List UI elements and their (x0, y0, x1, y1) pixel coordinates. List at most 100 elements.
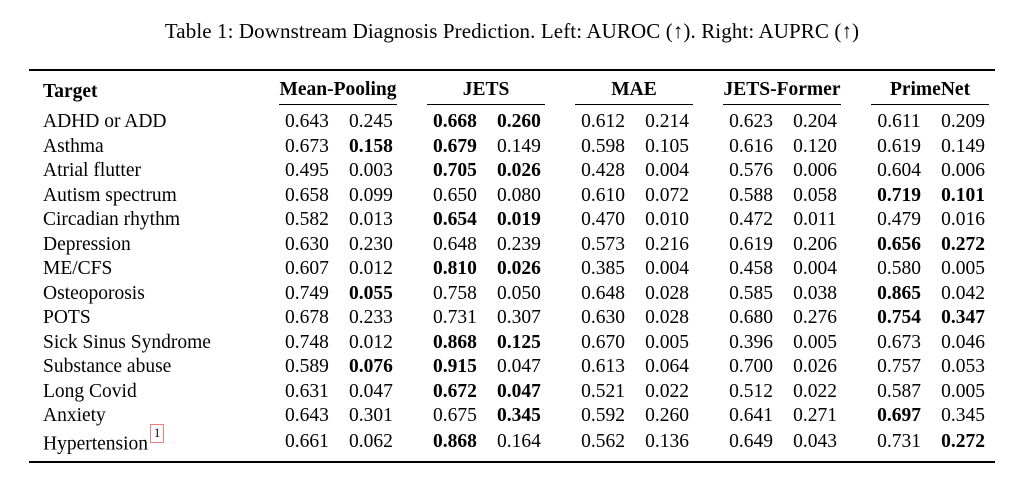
metric-value: 0.748 (285, 331, 329, 353)
metric-value: 0.705 (433, 160, 477, 181)
metric-value: 0.865 (877, 282, 921, 304)
metric-value: 0.428 (581, 160, 625, 181)
metric-value: 0.216 (645, 233, 689, 255)
metric-value: 0.047 (349, 380, 393, 402)
metric-value: 0.016 (941, 209, 985, 230)
metric-value: 0.058 (793, 184, 837, 206)
metric-value: 0.038 (793, 282, 837, 304)
row-target-label: Long Covid (42, 380, 137, 402)
metric-value: 0.573 (581, 233, 625, 255)
metric-value: 0.046 (941, 331, 985, 353)
table-row-me-cfs: ME/CFS 0.607 0.012 0.810 0.026 0.385 0.004 0.45… (29, 257, 995, 282)
metric-value: 0.576 (729, 160, 773, 181)
metric-value: 0.301 (349, 405, 393, 426)
metric-value: 0.588 (729, 184, 773, 206)
table-row-asthma: Asthma 0.673 0.158 0.679 0.149 0.598 0.105 0.61… (29, 135, 995, 160)
metric-value: 0.026 (793, 356, 837, 377)
metric-value: 0.006 (793, 160, 837, 181)
table-row-osteoporosis: Osteoporosis 0.749 0.055 0.758 0.050 0.648 0.0… (29, 282, 995, 307)
metric-value: 0.005 (941, 380, 985, 402)
metric-value: 0.731 (877, 431, 921, 453)
group-label: JETS (426, 78, 545, 105)
metric-value: 0.271 (793, 405, 837, 426)
metric-value: 0.006 (941, 160, 985, 181)
metric-value: 0.260 (645, 405, 689, 426)
metric-value: 0.105 (645, 135, 689, 157)
metric-value: 0.214 (645, 111, 689, 132)
metric-value: 0.345 (941, 405, 985, 426)
metric-value: 0.164 (497, 431, 541, 453)
metric-value: 0.619 (729, 233, 773, 255)
paper-page: Table 1: Downstream Diagnosis Prediction… (28, 19, 996, 463)
group-label: Mean-Pooling (278, 78, 397, 105)
metric-value: 0.630 (285, 233, 329, 255)
metric-value: 0.658 (285, 184, 329, 206)
metric-value: 0.672 (433, 380, 477, 402)
metric-value: 0.592 (581, 405, 625, 426)
metric-value: 0.589 (285, 356, 329, 377)
metric-value: 0.026 (497, 258, 541, 279)
metric-value: 0.125 (497, 331, 541, 353)
metric-value: 0.005 (793, 331, 837, 353)
table-row-pots: POTS 0.678 0.233 0.731 0.307 0.630 0.028 0.680 0… (29, 306, 995, 331)
group-label: PrimeNet (871, 78, 990, 105)
metric-value: 0.668 (433, 111, 477, 132)
column-header-target: Target (42, 81, 98, 102)
table-row-hypertension: Hypertension1 0.661 0.062 0.868 0.164 0.562 0.… (29, 423, 995, 462)
metric-value: 0.004 (645, 160, 689, 181)
row-target-label: ME/CFS (42, 258, 113, 279)
metric-value: 0.670 (581, 331, 625, 353)
metric-value: 0.675 (433, 405, 477, 426)
metric-value: 0.012 (349, 258, 393, 279)
metric-value: 0.022 (645, 380, 689, 402)
metric-value: 0.026 (497, 160, 541, 181)
table-row-long-covid: Long Covid 0.631 0.047 0.672 0.047 0.521 0.022… (29, 380, 995, 405)
metric-value: 0.810 (433, 258, 477, 279)
row-target-label: Hypertension1 (29, 423, 255, 462)
metric-value: 0.678 (285, 307, 329, 328)
metric-value: 0.700 (729, 356, 773, 377)
metric-value: 0.648 (433, 233, 477, 255)
metric-value: 0.604 (877, 160, 921, 181)
metric-value: 0.307 (497, 307, 541, 328)
metric-value: 0.758 (433, 282, 477, 304)
row-target-label: Asthma (42, 135, 104, 157)
metric-value: 0.673 (285, 135, 329, 157)
metric-value: 0.019 (497, 209, 541, 230)
metric-value: 0.011 (793, 209, 837, 230)
metric-value: 0.656 (877, 233, 921, 255)
metric-value: 0.612 (581, 111, 625, 132)
table-body: ADHD or ADD 0.643 0.245 0.668 0.260 0.612 0.21… (29, 105, 995, 462)
metric-value: 0.076 (349, 356, 393, 377)
metric-value: 0.587 (877, 380, 921, 402)
metric-value: 0.396 (729, 331, 773, 353)
metric-value: 0.630 (581, 307, 625, 328)
metric-value: 0.619 (877, 135, 921, 157)
group-label: MAE (575, 78, 693, 105)
metric-value: 0.643 (285, 405, 329, 426)
metric-value: 0.043 (793, 431, 837, 453)
metric-value: 0.479 (877, 209, 921, 230)
metric-value: 0.868 (433, 431, 477, 453)
metric-value: 0.047 (497, 356, 541, 377)
metric-value: 0.101 (941, 184, 985, 206)
metric-value: 0.623 (729, 111, 773, 132)
footnote-ref-link[interactable]: 1 (150, 423, 165, 443)
row-target-label: Osteoporosis (42, 282, 145, 304)
column-header-jets: JETS (403, 70, 551, 105)
metric-value: 0.209 (941, 111, 985, 132)
column-header-jets-former: JETS-Former (699, 70, 847, 105)
metric-value: 0.650 (433, 184, 477, 206)
table-row-substance-abuse: Substance abuse 0.589 0.076 0.915 0.047 0.613… (29, 355, 995, 380)
metric-value: 0.004 (645, 258, 689, 279)
metric-value: 0.158 (349, 135, 393, 157)
metric-value: 0.582 (285, 209, 329, 230)
metric-value: 0.028 (645, 282, 689, 304)
row-target-label: Circadian rhythm (42, 209, 180, 230)
metric-value: 0.010 (645, 209, 689, 230)
metric-value: 0.643 (285, 111, 329, 132)
metric-value: 0.521 (581, 380, 625, 402)
metric-value: 0.673 (877, 331, 921, 353)
metric-value: 0.272 (941, 233, 985, 255)
metric-value: 0.512 (729, 380, 773, 402)
